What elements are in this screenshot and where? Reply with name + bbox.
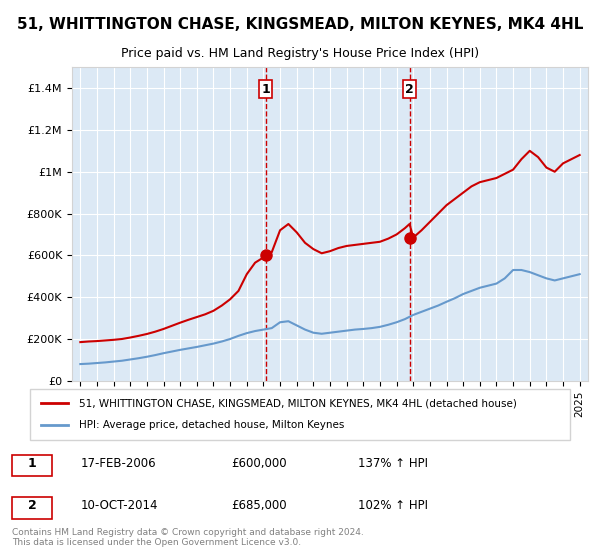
Text: Contains HM Land Registry data © Crown copyright and database right 2024.
This d: Contains HM Land Registry data © Crown c… (12, 528, 364, 548)
Text: 51, WHITTINGTON CHASE, KINGSMEAD, MILTON KEYNES, MK4 4HL: 51, WHITTINGTON CHASE, KINGSMEAD, MILTON… (17, 17, 583, 32)
Text: 137% ↑ HPI: 137% ↑ HPI (358, 456, 428, 469)
Text: 51, WHITTINGTON CHASE, KINGSMEAD, MILTON KEYNES, MK4 4HL (detached house): 51, WHITTINGTON CHASE, KINGSMEAD, MILTON… (79, 398, 517, 408)
Text: 102% ↑ HPI: 102% ↑ HPI (358, 498, 428, 512)
Text: £685,000: £685,000 (231, 498, 287, 512)
Text: Price paid vs. HM Land Registry's House Price Index (HPI): Price paid vs. HM Land Registry's House … (121, 47, 479, 60)
Text: 1: 1 (28, 456, 37, 469)
Text: 2: 2 (405, 83, 414, 96)
Text: £600,000: £600,000 (231, 456, 287, 469)
Text: 1: 1 (261, 83, 270, 96)
FancyBboxPatch shape (30, 389, 570, 440)
FancyBboxPatch shape (12, 497, 52, 519)
Text: HPI: Average price, detached house, Milton Keynes: HPI: Average price, detached house, Milt… (79, 421, 344, 431)
Text: 2: 2 (28, 498, 37, 512)
Text: 10-OCT-2014: 10-OCT-2014 (81, 498, 158, 512)
Text: 17-FEB-2006: 17-FEB-2006 (81, 456, 157, 469)
FancyBboxPatch shape (12, 455, 52, 477)
